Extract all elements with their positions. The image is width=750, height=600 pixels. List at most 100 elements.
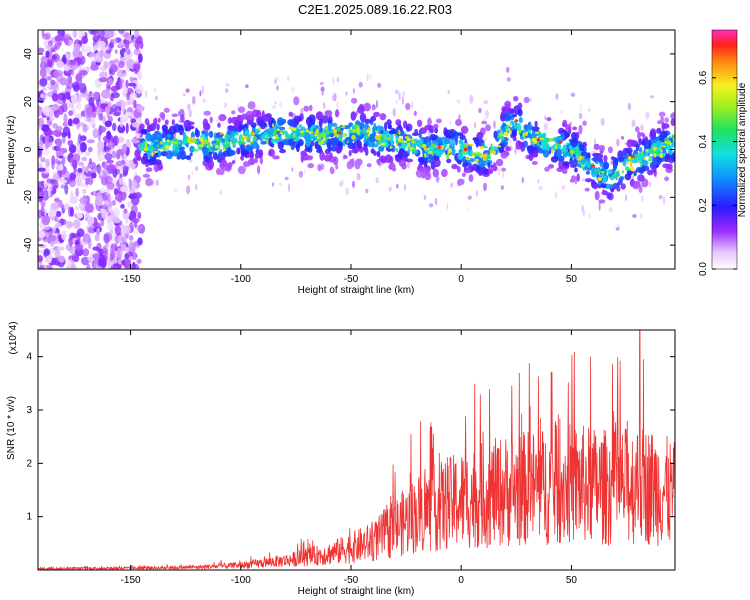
heatmap-cell bbox=[61, 155, 66, 166]
heatmap-cell bbox=[639, 152, 642, 157]
heatmap-cell bbox=[173, 141, 179, 145]
heatmap-cell bbox=[217, 122, 221, 128]
heatmap-cell bbox=[92, 253, 100, 260]
heatmap-cell bbox=[644, 151, 649, 157]
heatmap-cell bbox=[75, 73, 83, 82]
heatmap-cell bbox=[592, 182, 598, 190]
heatmap-cell bbox=[376, 150, 381, 158]
heatmap-cell bbox=[195, 183, 198, 191]
heatmap-cell bbox=[559, 156, 565, 162]
heatmap-cell bbox=[506, 77, 511, 82]
heatmap-cell bbox=[251, 131, 255, 136]
snr-frame bbox=[37, 329, 676, 571]
heatmap-cell bbox=[616, 182, 620, 187]
heatmap-cell bbox=[465, 157, 471, 161]
heatmap-cell bbox=[136, 258, 142, 264]
heatmap-cell bbox=[63, 33, 71, 39]
heatmap-cell bbox=[99, 49, 104, 58]
heatmap-cell bbox=[336, 126, 341, 131]
heatmap-cell bbox=[564, 124, 572, 131]
heatmap-cell bbox=[529, 97, 532, 102]
heatmap-cell bbox=[137, 53, 143, 63]
heatmap-cell bbox=[186, 155, 192, 161]
heatmap-cell bbox=[552, 137, 558, 142]
spectrogram-y-ticks: -40 -20 0 20 40 bbox=[23, 48, 675, 252]
heatmap-cell bbox=[185, 88, 190, 93]
heatmap-cell bbox=[123, 32, 132, 41]
heatmap-cell bbox=[558, 165, 565, 170]
heatmap-cell bbox=[402, 120, 408, 129]
heatmap-cell bbox=[114, 225, 122, 236]
heatmap-cell bbox=[155, 179, 159, 187]
heatmap-cell bbox=[91, 111, 97, 119]
heatmap-cell bbox=[257, 165, 261, 175]
heatmap-cell bbox=[343, 155, 348, 159]
heatmap-cell bbox=[579, 156, 582, 159]
heatmap-cell bbox=[401, 96, 404, 105]
heatmap-cell bbox=[40, 93, 44, 99]
heatmap-cell bbox=[246, 119, 254, 126]
heatmap-cell bbox=[76, 228, 85, 238]
heatmap-cell bbox=[55, 158, 59, 164]
heatmap-cell bbox=[378, 146, 385, 152]
heatmap-cell bbox=[483, 137, 487, 142]
heatmap-cell bbox=[125, 122, 129, 134]
heatmap-cell bbox=[112, 136, 118, 145]
heatmap-cell bbox=[141, 106, 145, 111]
heatmap-cell bbox=[504, 111, 512, 121]
heatmap-cell bbox=[74, 244, 84, 251]
heatmap-cell bbox=[134, 192, 143, 199]
x-tick-label: 50 bbox=[566, 575, 578, 586]
heatmap-cell bbox=[75, 175, 84, 184]
heatmap-cell bbox=[655, 149, 661, 154]
heatmap-cell bbox=[570, 92, 576, 97]
heatmap-cell bbox=[543, 140, 547, 145]
heatmap-cell bbox=[66, 81, 74, 90]
x-tick-label: -150 bbox=[121, 575, 141, 586]
heatmap-cell bbox=[627, 156, 632, 160]
heatmap-cell bbox=[85, 177, 90, 185]
spectrogram-x-ticks: -150 -100 -50 0 50 bbox=[121, 30, 577, 285]
heatmap-cell bbox=[326, 131, 330, 135]
heatmap-cell bbox=[364, 118, 371, 124]
x-tick-label: -100 bbox=[231, 575, 251, 586]
heatmap-cell bbox=[382, 142, 386, 146]
heatmap-cell bbox=[497, 143, 505, 152]
heatmap-cell bbox=[350, 111, 357, 121]
heatmap-cell bbox=[379, 113, 387, 121]
heatmap-cell bbox=[56, 202, 60, 209]
heatmap-cell bbox=[380, 158, 387, 164]
heatmap-cell bbox=[107, 205, 114, 213]
heatmap-cell bbox=[431, 153, 434, 156]
heatmap-cell bbox=[67, 258, 75, 267]
heatmap-cell bbox=[395, 119, 402, 126]
heatmap-cell bbox=[648, 156, 653, 159]
heatmap-cell bbox=[73, 84, 80, 92]
heatmap-cell bbox=[310, 134, 314, 138]
heatmap-cell bbox=[112, 122, 117, 132]
heatmap-cell bbox=[497, 135, 501, 139]
heatmap-cell bbox=[97, 30, 105, 39]
heatmap-cell bbox=[84, 151, 91, 156]
heatmap-cell bbox=[133, 157, 138, 165]
heatmap-cell bbox=[377, 82, 382, 88]
heatmap-cell bbox=[293, 96, 300, 106]
snr-y-multiplier: (x10^4) bbox=[8, 321, 19, 354]
heatmap-cell bbox=[178, 124, 184, 131]
heatmap-cell bbox=[47, 186, 51, 198]
heatmap-cell bbox=[272, 155, 280, 160]
heatmap-cell bbox=[598, 199, 606, 204]
heatmap-cell bbox=[663, 158, 669, 162]
heatmap-cell bbox=[386, 119, 392, 126]
heatmap-cell bbox=[579, 103, 582, 113]
heatmap-cell bbox=[128, 235, 134, 241]
colorbar-tick-label: 0.6 bbox=[698, 70, 709, 84]
heatmap-cell bbox=[475, 158, 479, 163]
heatmap-cell bbox=[414, 128, 419, 134]
heatmap-cell bbox=[105, 30, 115, 39]
heatmap-cell bbox=[51, 181, 59, 188]
heatmap-cell bbox=[136, 36, 142, 45]
heatmap-cell bbox=[142, 129, 148, 135]
heatmap-cell bbox=[163, 133, 167, 138]
heatmap-cell bbox=[45, 140, 50, 149]
